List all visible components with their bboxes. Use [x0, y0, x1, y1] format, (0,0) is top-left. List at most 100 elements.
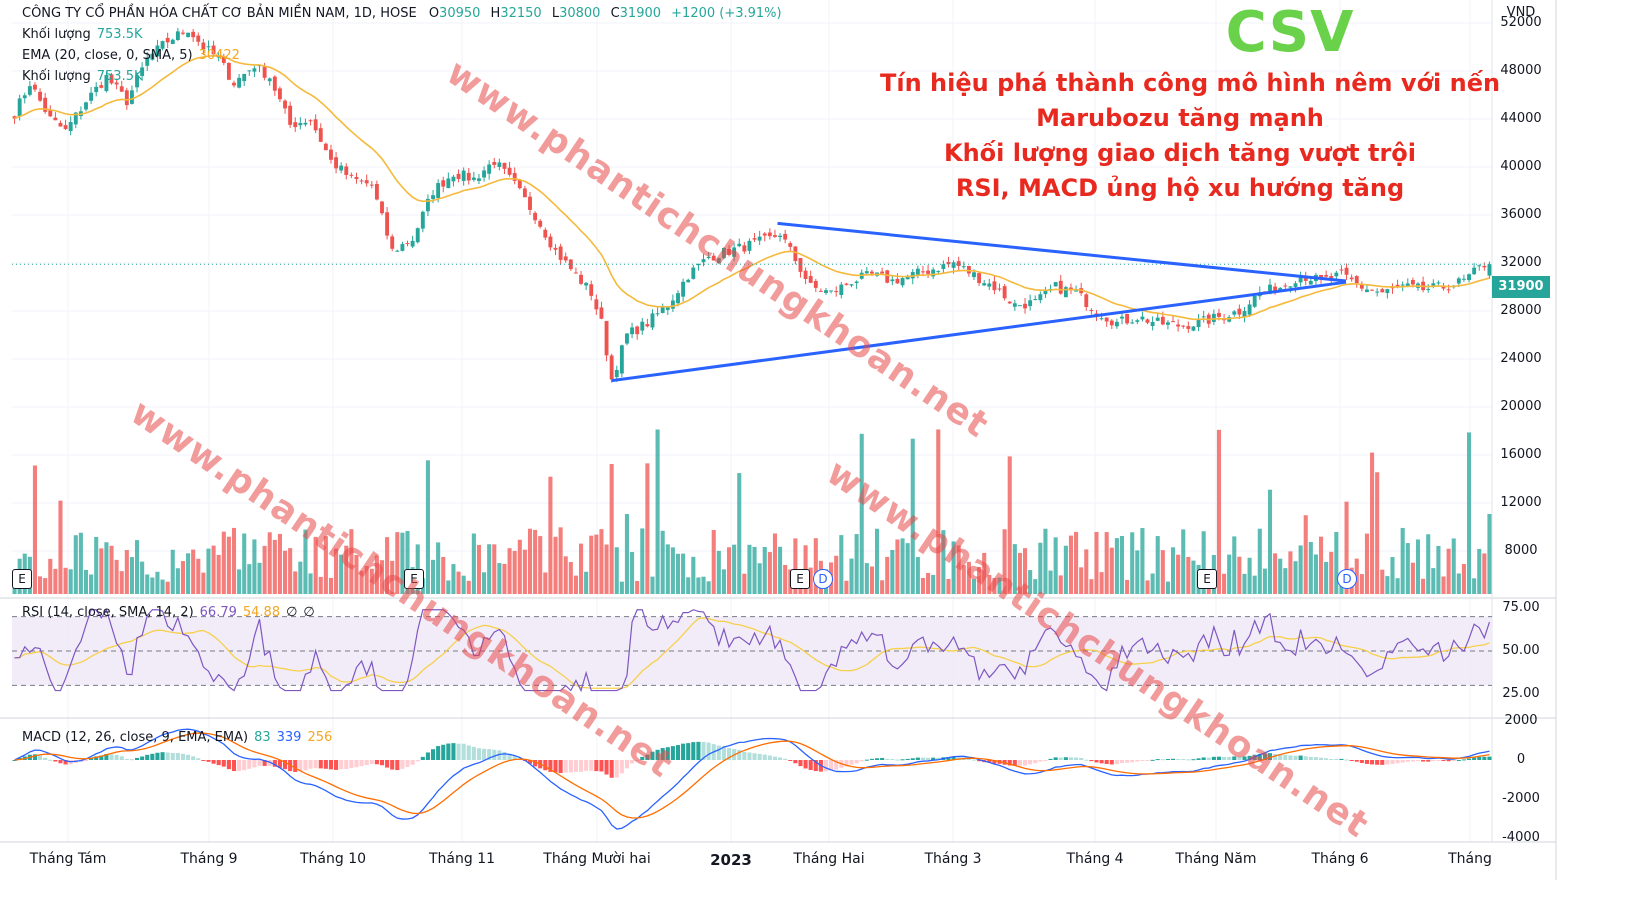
macd-histogram-bar: [349, 760, 354, 769]
candle-body: [369, 184, 374, 186]
candle-body: [216, 56, 221, 58]
macd-histogram-bar: [1094, 760, 1099, 763]
macd-histogram-bar: [247, 760, 252, 769]
macd-histogram-bar: [63, 760, 68, 765]
volume-bar: [1033, 579, 1038, 594]
candle-body: [635, 326, 640, 335]
macd-histogram-bar: [1349, 760, 1354, 761]
volume-bar: [32, 465, 38, 594]
volume-bar: [1400, 527, 1405, 594]
macd-histogram-bar: [665, 747, 670, 760]
macd-histogram-bar: [201, 760, 206, 761]
macd-histogram-bar: [1170, 758, 1176, 760]
candle-body: [609, 355, 614, 380]
macd-histogram-bar: [1211, 756, 1216, 760]
volume-bar: [1487, 514, 1492, 594]
candle-body: [1247, 304, 1252, 315]
volume-bar: [1150, 573, 1155, 594]
macd-histogram-bar: [456, 743, 461, 760]
volume-bar: [104, 542, 109, 594]
volume-bar: [900, 538, 905, 594]
candle-body: [921, 271, 925, 273]
time-tick-label: Tháng: [1448, 851, 1492, 867]
macd-histogram-bar: [242, 760, 247, 771]
earnings-marker[interactable]: E: [12, 569, 32, 589]
earnings-marker[interactable]: E: [404, 569, 424, 589]
volume-bar: [1385, 576, 1390, 594]
volume-bar: [716, 550, 721, 594]
volume-bar: [599, 529, 604, 594]
macd-histogram-bar: [767, 755, 772, 760]
candle-body: [1181, 325, 1186, 327]
volume-bar: [1063, 545, 1068, 594]
macd-histogram-bar: [742, 751, 747, 760]
price-tick-label: 36000: [1500, 207, 1542, 222]
volume-bar: [915, 557, 920, 594]
volume-label-2: Khối lượng: [22, 69, 91, 84]
macd-histogram-bar: [1431, 760, 1436, 762]
volume-bar: [262, 545, 267, 594]
volume-bar: [436, 542, 441, 594]
volume-bar: [1247, 557, 1252, 594]
volume-bar: [645, 463, 650, 594]
volume-bar: [99, 548, 104, 594]
macd-histogram-bar: [451, 743, 456, 760]
volume-bar: [813, 538, 818, 594]
volume-label: Khối lượng: [22, 27, 91, 42]
candle-body: [849, 284, 854, 286]
macd-histogram-bar: [482, 748, 487, 760]
macd-histogram-bar: [563, 760, 568, 773]
candle-body: [737, 243, 742, 247]
candle-body: [543, 229, 548, 238]
macd-signal-value: 256: [307, 730, 333, 745]
macd-histogram-bar: [1334, 759, 1339, 761]
candle-body: [22, 95, 27, 99]
volume-bar: [1370, 452, 1375, 594]
candle-body: [665, 307, 670, 310]
price-tick-label: 16000: [1500, 447, 1542, 462]
earnings-marker[interactable]: E: [790, 569, 810, 589]
candle-body: [696, 263, 701, 266]
candle-body: [109, 74, 114, 84]
open-label: O: [428, 6, 440, 21]
candle-body: [619, 345, 624, 374]
macd-histogram-bar: [721, 746, 726, 760]
volume-value-2: 753.5K: [96, 69, 143, 84]
time-tick-label: Tháng Hai: [793, 851, 865, 867]
candle-body: [1150, 321, 1155, 327]
earnings-marker[interactable]: E: [1197, 569, 1217, 589]
macd-histogram-bar: [492, 749, 497, 760]
ema-legend: EMA (20, close, 0, SMA, 5) 30422: [22, 48, 240, 63]
volume-bar: [655, 429, 660, 594]
macd-tick-label: 2000: [1504, 713, 1538, 728]
time-tick-label: Tháng 9: [180, 851, 238, 867]
change-value: +1200 (+3.91%): [671, 6, 782, 21]
candle-body: [354, 176, 359, 180]
candle-body: [303, 122, 308, 125]
volume-bar: [1359, 574, 1364, 594]
candle-body: [441, 180, 446, 187]
volume-bar: [400, 532, 405, 594]
candle-body: [951, 262, 956, 268]
macd-histogram-bar: [1324, 758, 1329, 760]
candle-body: [89, 92, 94, 101]
candle-body: [252, 68, 257, 72]
macd-histogram-bar: [1048, 758, 1053, 760]
macd-histogram-bar: [1288, 755, 1293, 760]
macd-histogram-bar: [1370, 760, 1375, 765]
volume-bar: [946, 578, 951, 594]
volume-bar: [1395, 578, 1400, 594]
candle-body: [1319, 274, 1323, 279]
candle-body: [1171, 321, 1175, 323]
candle-body: [563, 256, 568, 261]
candle-body: [1380, 289, 1385, 293]
volume-bar: [1109, 547, 1114, 594]
volume-bar: [1313, 554, 1318, 594]
macd-histogram-bar: [900, 759, 905, 761]
dividend-marker[interactable]: D: [1337, 569, 1357, 589]
candle-body: [507, 167, 512, 175]
macd-histogram-bar: [1196, 758, 1201, 760]
dividend-marker[interactable]: D: [813, 569, 833, 589]
macd-histogram-bar: [1140, 760, 1145, 761]
